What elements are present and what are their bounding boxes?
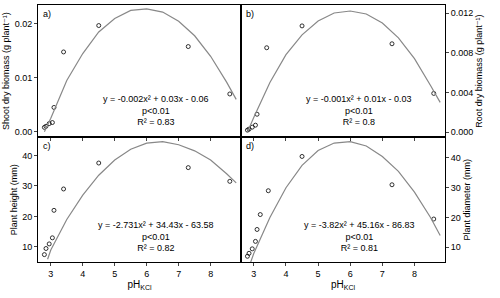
svg-text:3: 3 <box>48 269 53 279</box>
svg-text:y = -0.001x² + 0.01x - 0.03p<0: y = -0.001x² + 0.01x - 0.03p<0.01R² = 0.… <box>306 94 412 127</box>
svg-text:6: 6 <box>348 269 353 279</box>
svg-text:8: 8 <box>412 269 417 279</box>
svg-text:b): b) <box>246 9 254 19</box>
svg-text:6: 6 <box>144 269 149 279</box>
svg-text:Shoot dry biomass (g plant⁻¹): Shoot dry biomass (g plant⁻¹) <box>1 12 11 130</box>
svg-text:10: 10 <box>22 242 32 252</box>
svg-text:5: 5 <box>316 269 321 279</box>
svg-text:0.000: 0.000 <box>451 127 474 137</box>
svg-text:0.02: 0.02 <box>15 19 33 29</box>
svg-text:4: 4 <box>80 269 85 279</box>
svg-text:40: 40 <box>22 151 32 161</box>
svg-text:Plant height (mm): Plant height (mm) <box>9 164 19 235</box>
svg-text:y = -3.82x² + 45.16x - 86.83p<: y = -3.82x² + 45.16x - 86.83p<0.01R² = 0… <box>304 220 415 253</box>
svg-text:y = -2.731x² + 34.43x - 63.58p: y = -2.731x² + 34.43x - 63.58p<0.01R² = … <box>98 220 214 253</box>
svg-text:30: 30 <box>451 183 461 193</box>
svg-text:0.00: 0.00 <box>15 127 33 137</box>
svg-text:y = -0.002x² + 0.03x - 0.06p<0: y = -0.002x² + 0.03x - 0.06p<0.01R² = 0.… <box>103 94 209 127</box>
svg-text:0.008: 0.008 <box>451 48 474 58</box>
svg-text:pH​KCl​: pH​KCl​ <box>331 279 356 291</box>
svg-text:Plant diameter (mm): Plant diameter (mm) <box>462 159 472 241</box>
svg-text:0.004: 0.004 <box>451 88 474 98</box>
svg-text:3: 3 <box>251 269 256 279</box>
svg-text:0.01: 0.01 <box>15 73 33 83</box>
svg-text:8: 8 <box>208 269 213 279</box>
svg-text:d): d) <box>246 141 254 151</box>
svg-text:0.012: 0.012 <box>451 8 474 18</box>
svg-text:20: 20 <box>22 212 32 222</box>
svg-text:a): a) <box>43 9 51 19</box>
svg-text:4: 4 <box>283 269 288 279</box>
svg-text:10: 10 <box>451 242 461 252</box>
svg-text:20: 20 <box>451 213 461 223</box>
svg-text:Root dry biomass (g plant⁻¹): Root dry biomass (g plant⁻¹) <box>474 14 484 127</box>
svg-text:c): c) <box>43 141 51 151</box>
svg-text:pH​KCl​: pH​KCl​ <box>127 279 152 291</box>
svg-text:30: 30 <box>22 181 32 191</box>
svg-text:7: 7 <box>176 269 181 279</box>
svg-text:5: 5 <box>112 269 117 279</box>
svg-text:40: 40 <box>451 153 461 163</box>
svg-text:7: 7 <box>380 269 385 279</box>
